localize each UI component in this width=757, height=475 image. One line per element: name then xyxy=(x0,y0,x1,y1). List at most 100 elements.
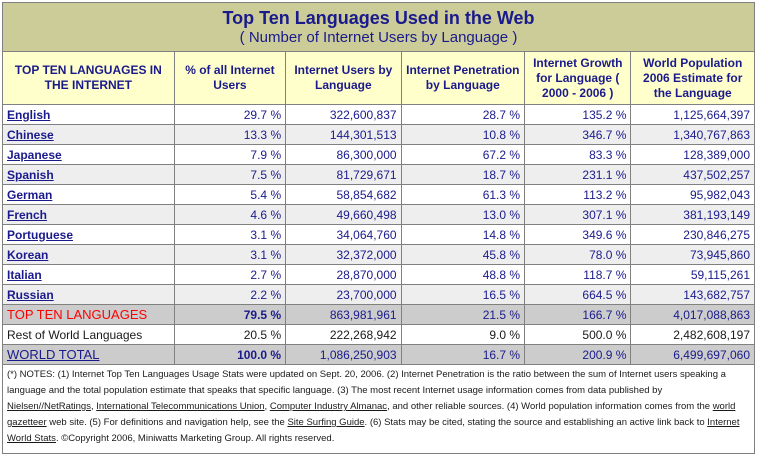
table-row: German 5.4 % 58,854,682 61.3 % 113.2 % 95,982… xyxy=(3,185,754,204)
world-total-population: 6,499,697,060 xyxy=(631,345,754,364)
language-link[interactable]: Japanese xyxy=(7,147,62,162)
notes-text: web site. (5) For definitions and naviga… xyxy=(46,417,288,428)
population-cell: 381,193,149 xyxy=(631,205,754,224)
language-link[interactable]: Russian xyxy=(7,287,54,302)
top-ten-growth: 166.7 % xyxy=(525,305,631,324)
penetration-cell: 18.7 % xyxy=(401,165,525,184)
rest-pct: 20.5 % xyxy=(174,325,286,344)
users-cell: 34,064,760 xyxy=(286,225,401,244)
language-cell[interactable]: Chinese xyxy=(3,125,174,144)
growth-cell: 349.6 % xyxy=(525,225,631,244)
language-cell[interactable]: French xyxy=(3,205,174,224)
population-cell: 59,115,261 xyxy=(631,265,754,284)
header-growth: Internet Growth for Language ( 2000 - 20… xyxy=(525,52,631,104)
language-link[interactable]: Spanish xyxy=(7,167,54,182)
growth-cell: 307.1 % xyxy=(525,205,631,224)
penetration-cell: 48.8 % xyxy=(401,265,525,284)
percent-cell: 2.7 % xyxy=(174,265,286,284)
language-cell[interactable]: Japanese xyxy=(3,145,174,164)
top-ten-pct: 79.5 % xyxy=(174,305,286,324)
population-cell: 230,846,275 xyxy=(631,225,754,244)
language-cell[interactable]: Portuguese xyxy=(3,225,174,244)
language-cell[interactable]: Russian xyxy=(3,285,174,304)
world-total-row: WORLD TOTAL 100.0 % 1,086,250,903 16.7 %… xyxy=(3,345,754,364)
world-total-users: 1,086,250,903 xyxy=(286,345,401,364)
languages-table: Top Ten Languages Used in the Web ( Numb… xyxy=(2,2,755,454)
top-ten-total-row: TOP TEN LANGUAGES 79.5 % 863,981,961 21.… xyxy=(3,305,754,324)
table-row: Russian 2.2 % 23,700,000 16.5 % 664.5 % 143,6… xyxy=(3,285,754,304)
header-internet-users: Internet Users by Language xyxy=(286,52,401,104)
table-row: Italian 2.7 % 28,870,000 48.8 % 118.7 % 59,11… xyxy=(3,265,754,284)
language-cell[interactable]: English xyxy=(3,105,174,124)
language-link[interactable]: Italian xyxy=(7,267,42,282)
world-total-pct: 100.0 % xyxy=(174,345,286,364)
users-cell: 58,854,682 xyxy=(286,185,401,204)
population-cell: 437,502,257 xyxy=(631,165,754,184)
percent-cell: 2.2 % xyxy=(174,285,286,304)
header-row: TOP TEN LANGUAGES IN THE INTERNET % of a… xyxy=(3,52,754,104)
percent-cell: 29.7 % xyxy=(174,105,286,124)
growth-cell: 135.2 % xyxy=(525,105,631,124)
page-subtitle: ( Number of Internet Users by Language ) xyxy=(239,29,518,46)
percent-cell: 13.3 % xyxy=(174,125,286,144)
rest-population: 2,482,608,197 xyxy=(631,325,754,344)
table-row: Korean 3.1 % 32,372,000 45.8 % 78.0 % 73,945,… xyxy=(3,245,754,264)
nielsen-link[interactable]: Nielsen//NetRatings xyxy=(7,401,91,412)
language-link[interactable]: English xyxy=(7,107,51,122)
header-language: TOP TEN LANGUAGES IN THE INTERNET xyxy=(3,52,174,104)
penetration-cell: 16.5 % xyxy=(401,285,525,304)
world-total-link[interactable]: WORLD TOTAL xyxy=(7,347,100,362)
language-cell[interactable]: German xyxy=(3,185,174,204)
table-row: Spanish 7.5 % 81,729,671 18.7 % 231.1 % 437,5… xyxy=(3,165,754,184)
language-link[interactable]: Chinese xyxy=(7,127,54,142)
languages-table-wrapper: Top Ten Languages Used in the Web ( Numb… xyxy=(2,2,755,454)
percent-cell: 5.4 % xyxy=(174,185,286,204)
population-cell: 128,389,000 xyxy=(631,145,754,164)
header-percent-users: % of all Internet Users xyxy=(174,52,286,104)
notes-text: , and other reliable sources. (4) World … xyxy=(387,401,713,412)
population-cell: 95,982,043 xyxy=(631,185,754,204)
world-total-penetration: 16.7 % xyxy=(401,345,525,364)
language-link[interactable]: Portuguese xyxy=(7,227,74,242)
notes: (*) NOTES: (1) Internet Top Ten Language… xyxy=(3,365,754,453)
notes-text: , xyxy=(264,401,270,412)
penetration-cell: 13.0 % xyxy=(401,205,525,224)
language-cell[interactable]: Korean xyxy=(3,245,174,264)
itu-link[interactable]: International Telecommunications Union xyxy=(96,401,265,412)
users-cell: 23,700,000 xyxy=(286,285,401,304)
table-row: Chinese 13.3 % 144,301,513 10.8 % 346.7 % 1,3… xyxy=(3,125,754,144)
language-link[interactable]: German xyxy=(7,187,53,202)
language-link[interactable]: Korean xyxy=(7,247,49,262)
users-cell: 144,301,513 xyxy=(286,125,401,144)
world-total-growth: 200.9 % xyxy=(525,345,631,364)
percent-cell: 7.9 % xyxy=(174,145,286,164)
users-cell: 81,729,671 xyxy=(286,165,401,184)
header-population: World Population 2006 Estimate for the L… xyxy=(631,52,754,104)
penetration-cell: 45.8 % xyxy=(401,245,525,264)
site-surfing-guide-link[interactable]: Site Surfing Guide xyxy=(287,417,365,428)
page-title: Top Ten Languages Used in the Web xyxy=(222,8,535,28)
internet-world-stats-link[interactable]: Internet World Stats xyxy=(7,417,740,444)
language-cell[interactable]: Spanish xyxy=(3,165,174,184)
users-cell: 28,870,000 xyxy=(286,265,401,284)
table-row: English 29.7 % 322,600,837 28.7 % 135.2 % 1,1… xyxy=(3,105,754,124)
world-total-label[interactable]: WORLD TOTAL xyxy=(3,345,174,364)
penetration-cell: 14.8 % xyxy=(401,225,525,244)
population-cell: 1,340,767,863 xyxy=(631,125,754,144)
rest-label: Rest of World Languages xyxy=(3,325,174,344)
rest-growth: 500.0 % xyxy=(525,325,631,344)
notes-text: . (6) Stats may be cited, stating the so… xyxy=(364,417,708,428)
percent-cell: 3.1 % xyxy=(174,225,286,244)
population-cell: 1,125,664,397 xyxy=(631,105,754,124)
rest-of-world-row: Rest of World Languages 20.5 % 222,268,9… xyxy=(3,325,754,344)
world-gazetteer-link[interactable]: world gazetteer xyxy=(7,401,736,428)
computer-industry-almanac-link[interactable]: Computer Industry Almanac xyxy=(269,401,388,412)
language-link[interactable]: French xyxy=(7,207,48,222)
population-cell: 73,945,860 xyxy=(631,245,754,264)
language-cell[interactable]: Italian xyxy=(3,265,174,284)
top-ten-users: 863,981,961 xyxy=(286,305,401,324)
table-row: Japanese 7.9 % 86,300,000 67.2 % 83.3 % 128,3… xyxy=(3,145,754,164)
penetration-cell: 28.7 % xyxy=(401,105,525,124)
users-cell: 322,600,837 xyxy=(286,105,401,124)
title-cell: Top Ten Languages Used in the Web ( Numb… xyxy=(3,3,754,51)
